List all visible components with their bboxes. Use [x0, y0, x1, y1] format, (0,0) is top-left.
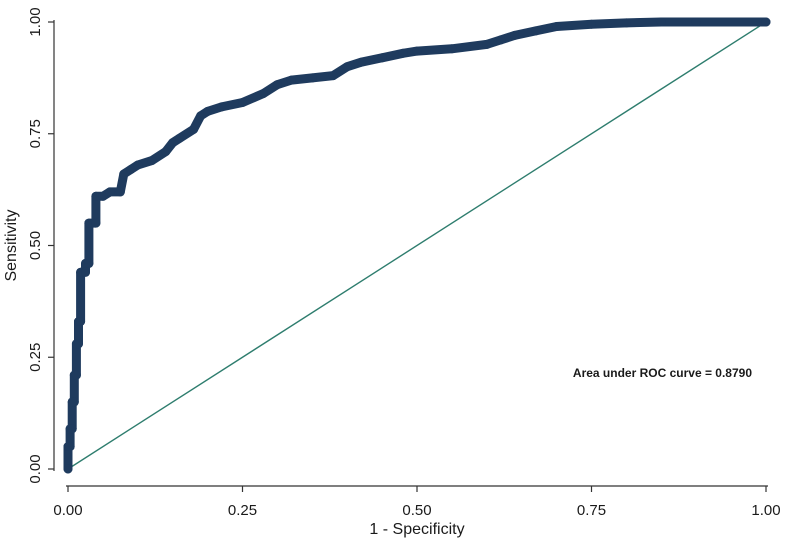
roc-point: [133, 160, 143, 170]
y-tick-label: 0.75: [27, 119, 44, 148]
roc-point: [531, 26, 541, 36]
roc-point: [447, 44, 457, 54]
x-tick-label: 1.00: [751, 502, 780, 519]
roc-point: [356, 57, 366, 67]
roc-point: [91, 191, 101, 201]
roc-point: [510, 30, 520, 40]
roc-point: [168, 138, 178, 148]
roc-point: [115, 187, 125, 197]
roc-point: [65, 442, 75, 452]
roc-point: [161, 147, 171, 157]
roc-point: [342, 62, 352, 72]
y-tick-label: 1.00: [27, 7, 44, 36]
roc-point: [98, 191, 108, 201]
roc-point: [496, 35, 506, 45]
y-tick-label: 0.50: [27, 231, 44, 260]
roc-point: [175, 133, 185, 143]
roc-point: [81, 267, 90, 277]
roc-point: [91, 218, 101, 228]
roc-point: [482, 39, 492, 49]
roc-point: [621, 18, 631, 28]
x-tick-label: 0.00: [53, 502, 82, 519]
roc-point: [307, 73, 317, 83]
roc-point: [74, 339, 83, 349]
roc-point: [217, 102, 227, 112]
roc-point: [196, 111, 206, 121]
roc-point: [258, 89, 268, 98]
roc-point: [286, 75, 296, 85]
axes: [48, 20, 768, 492]
roc-point: [69, 397, 79, 407]
plot-area: [63, 17, 771, 474]
roc-point: [656, 17, 666, 27]
roc-point: [412, 46, 422, 56]
roc-point: [119, 169, 129, 179]
roc-point: [84, 258, 94, 268]
roc-point: [398, 48, 408, 58]
roc-point: [63, 464, 73, 474]
roc-point: [126, 165, 136, 174]
roc-point: [552, 22, 562, 31]
roc-point: [328, 71, 338, 81]
roc-point: [76, 317, 86, 326]
x-tick-label: 0.50: [402, 502, 431, 519]
roc-point: [691, 17, 701, 27]
roc-point: [761, 17, 771, 27]
roc-point: [84, 218, 94, 228]
reference-line: [67, 21, 767, 470]
y-tick-label: 0.25: [27, 343, 44, 372]
roc-point: [203, 106, 213, 116]
roc-point: [67, 424, 77, 434]
y-tick-label: 0.00: [27, 454, 44, 483]
roc-point: [238, 98, 247, 107]
x-tick-label: 0.75: [577, 502, 606, 519]
roc-point: [272, 80, 282, 90]
auc-annotation: Area under ROC curve = 0.8790: [573, 366, 752, 380]
roc-point: [587, 19, 596, 29]
x-tick-label: 0.25: [228, 502, 257, 519]
roc-point: [71, 370, 81, 380]
axis-labels: 0.00 0.25 0.50 0.75 1.00 0.00 0.25 0.50 0.75 1.00: [27, 7, 781, 519]
roc-point: [189, 124, 199, 134]
x-axis-title: 1 - Specificity: [369, 521, 464, 538]
roc-point: [147, 156, 157, 166]
roc-point: [105, 187, 115, 197]
y-axis-title: Sensitivity: [3, 209, 20, 281]
roc-point: [377, 53, 387, 63]
